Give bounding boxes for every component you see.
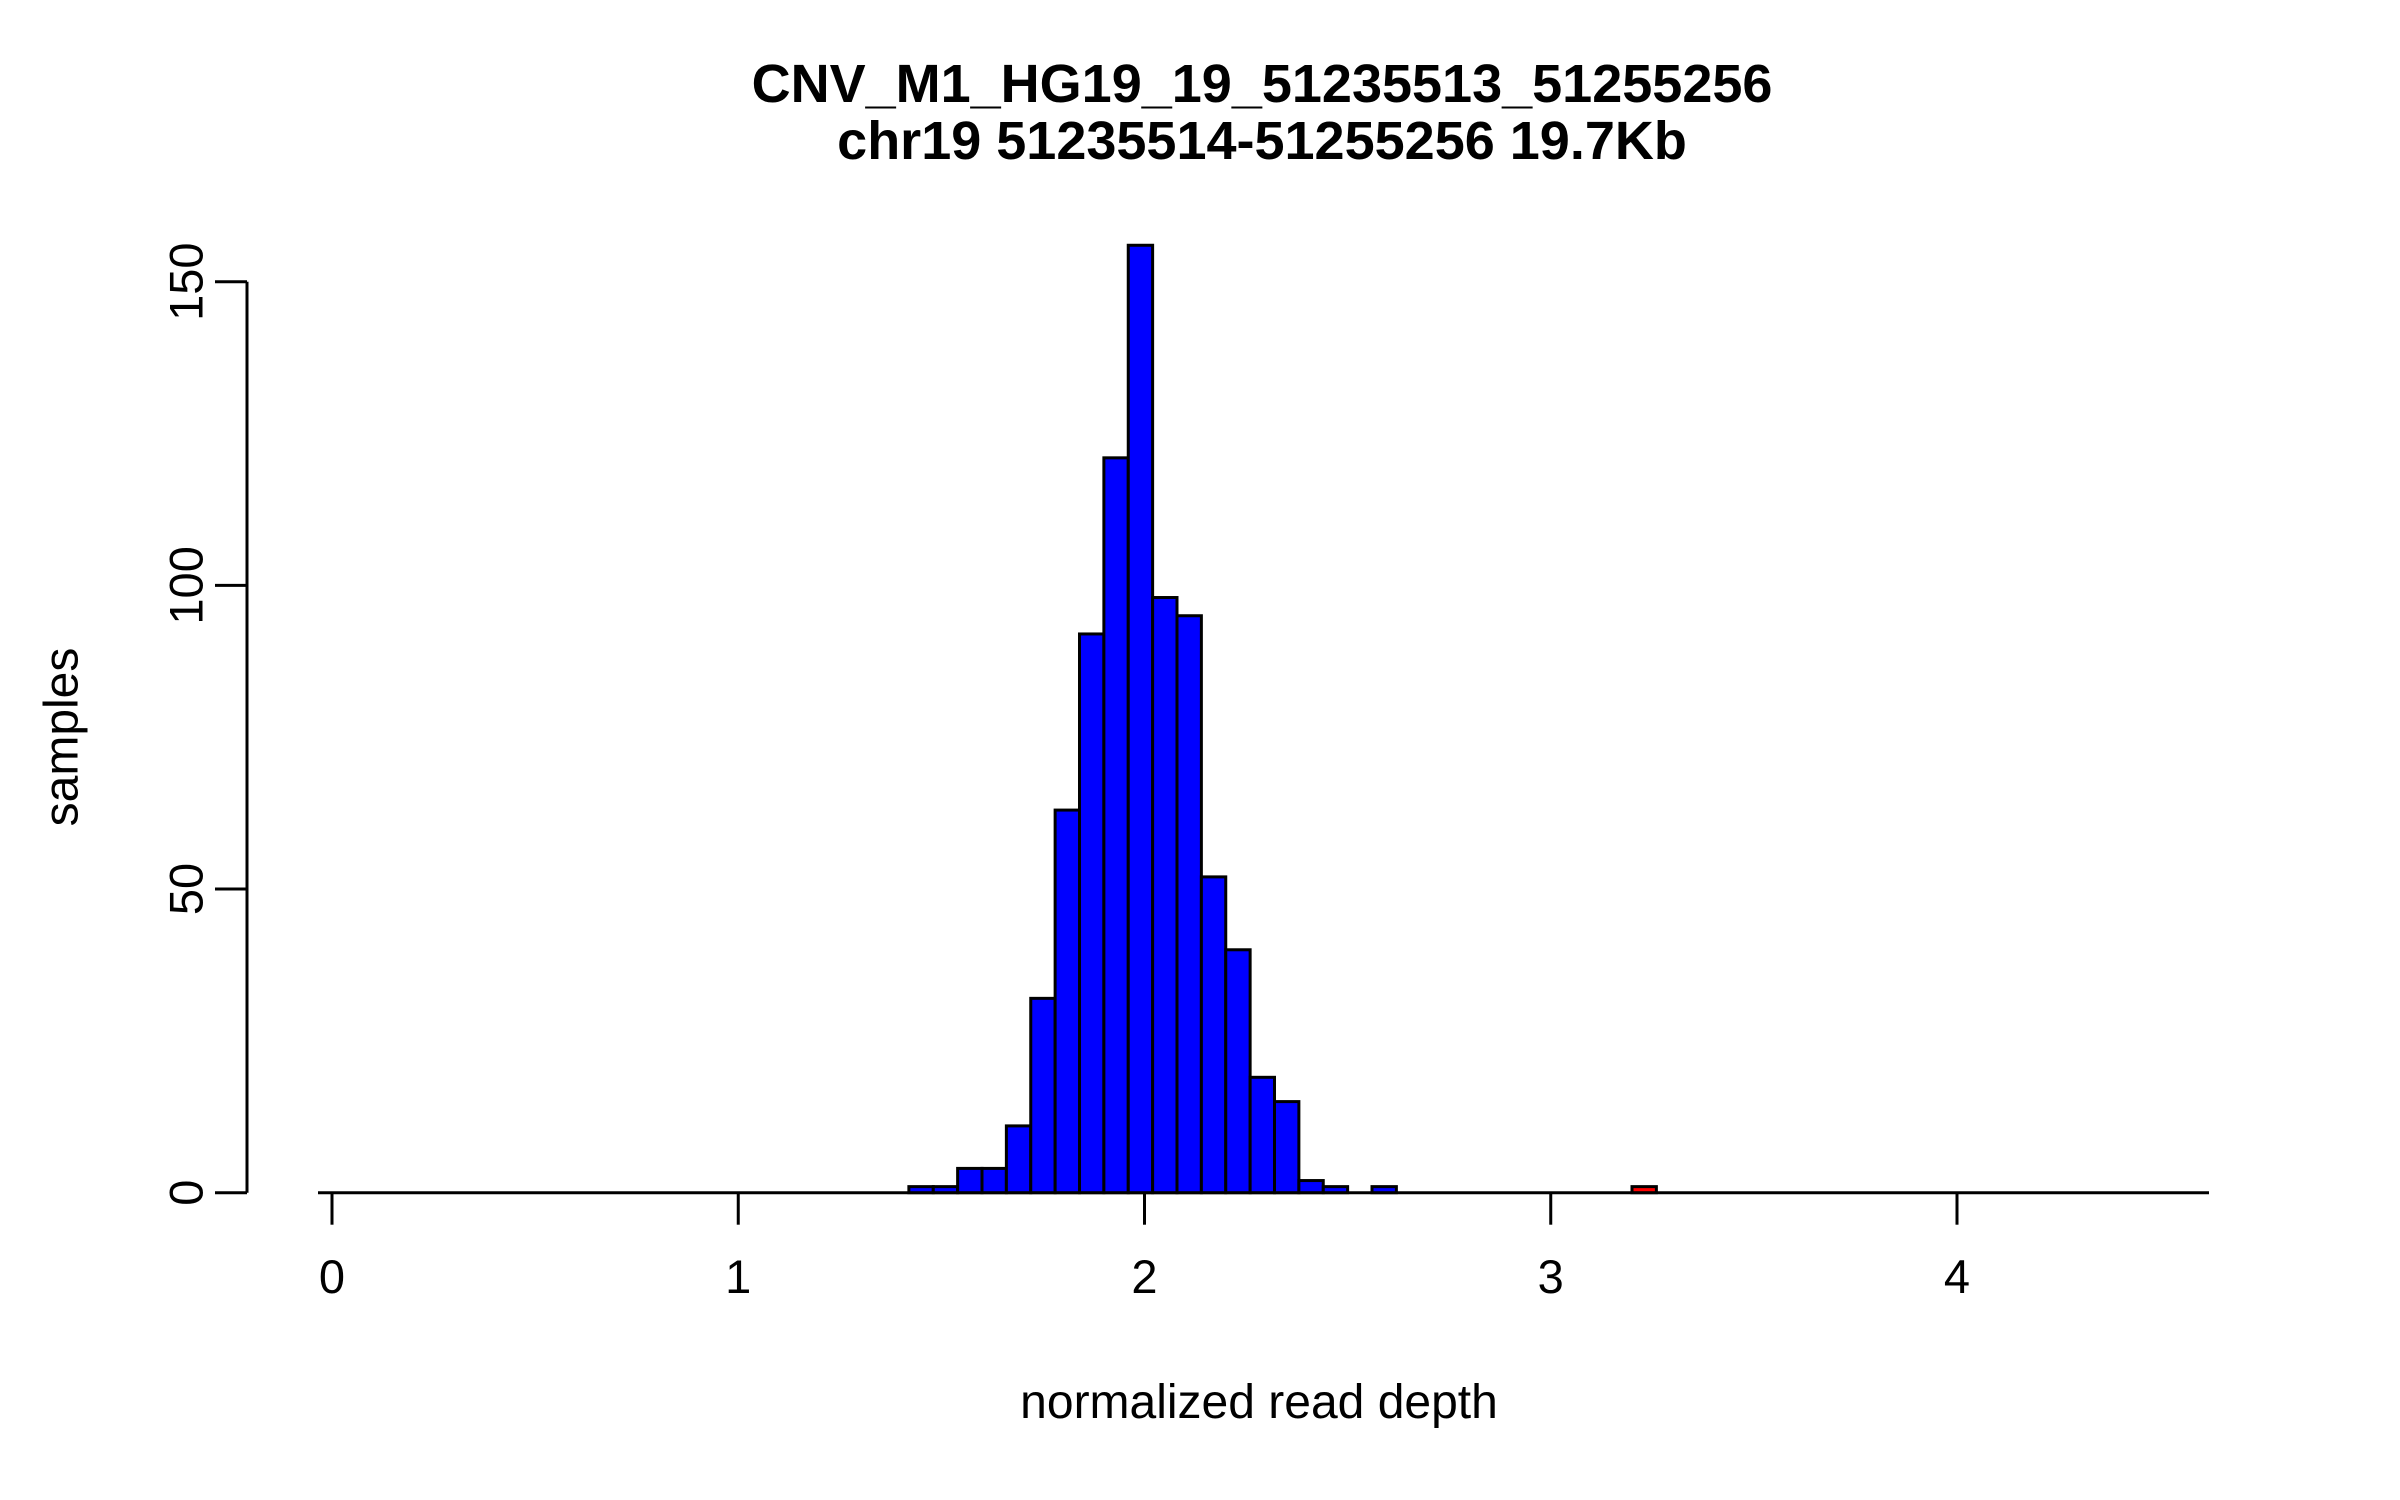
histogram-bar — [980, 1166, 1008, 1195]
histogram-bar — [1370, 1185, 1398, 1195]
x-tick-label: 4 — [1944, 1250, 1970, 1303]
histogram-bar — [1151, 596, 1179, 1195]
histogram-bar — [907, 1185, 935, 1195]
histogram-bar-outlier — [1630, 1185, 1658, 1195]
histogram-bar — [1126, 243, 1155, 1195]
y-tick-label: 100 — [160, 546, 213, 624]
histogram-bar — [1004, 1124, 1033, 1195]
histogram-bar — [1078, 632, 1106, 1195]
x-axis-label: normalized read depth — [1020, 1376, 1498, 1429]
chart-title-line2: chr19 51235514-51255256 19.7Kb — [837, 111, 1687, 171]
y-tick-label: 0 — [160, 1180, 213, 1206]
histogram-bar — [1029, 996, 1057, 1195]
x-tick-label: 1 — [725, 1250, 751, 1303]
histogram-bar — [956, 1166, 984, 1195]
x-tick-label: 2 — [1131, 1250, 1157, 1303]
y-tick-label: 150 — [160, 242, 213, 320]
histogram-bar — [1297, 1179, 1325, 1195]
histogram-bar — [1199, 875, 1228, 1195]
x-tick-label: 3 — [1538, 1250, 1564, 1303]
histogram-bar — [1175, 614, 1203, 1195]
y-axis-label: samples — [36, 648, 89, 827]
histogram-bar — [1102, 456, 1130, 1195]
histogram-bar — [1321, 1185, 1350, 1195]
histogram-bar — [1273, 1100, 1301, 1195]
histogram-bar — [931, 1185, 960, 1195]
histogram-bar — [1224, 948, 1252, 1195]
chart-title: CNV_M1_HG19_19_51235513_51255256 chr19 5… — [162, 56, 2362, 170]
y-tick-label: 50 — [160, 863, 213, 915]
histogram-bar — [1053, 808, 1081, 1195]
histogram-bar — [1248, 1075, 1276, 1195]
x-tick-label: 0 — [319, 1250, 345, 1303]
chart-title-line1: CNV_M1_HG19_19_51235513_51255256 — [751, 54, 1773, 114]
